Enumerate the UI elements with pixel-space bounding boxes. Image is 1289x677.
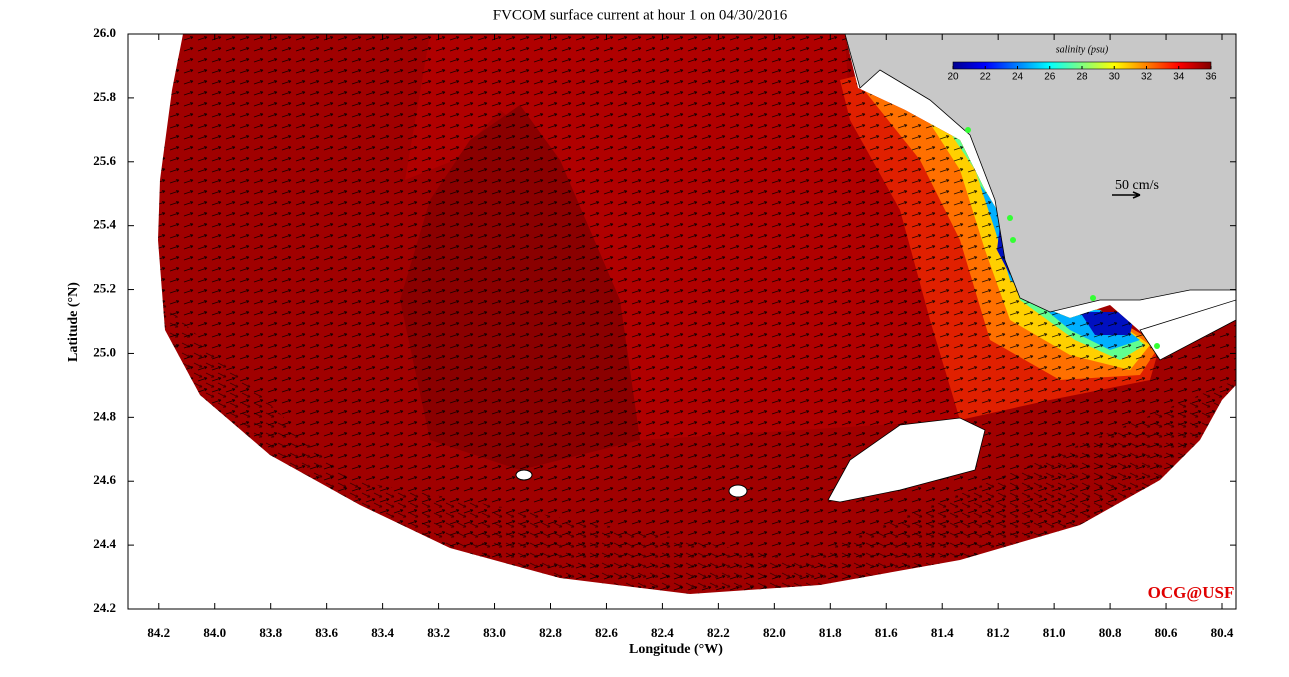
colorbar-tick-label: 20 (947, 72, 959, 83)
x-tick-label: 81.2 (987, 625, 1010, 640)
x-tick-label: 80.4 (1211, 625, 1234, 640)
island (728, 484, 748, 498)
y-tick-label: 24.6 (93, 472, 116, 487)
island (515, 469, 533, 481)
land (844, 34, 1236, 313)
plot-frame (127, 33, 1237, 610)
y-tick-label: 25.4 (93, 217, 116, 232)
colorbar-tick-label: 24 (1012, 72, 1024, 83)
colorbar-tick-label: 26 (1044, 72, 1056, 83)
x-tick-label: 83.8 (259, 625, 282, 640)
x-tick-label: 80.6 (1155, 625, 1178, 640)
y-tick-label: 24.8 (93, 408, 116, 423)
x-tick-label: 81.0 (1043, 625, 1066, 640)
colorbar-tick-label: 32 (1141, 72, 1153, 83)
stations (965, 127, 1160, 349)
colorbar-tick-label: 30 (1109, 72, 1121, 83)
scale-arrow (1112, 191, 1141, 199)
credit: OCG@USF (1148, 583, 1235, 602)
x-tick-label: 83.4 (371, 625, 394, 640)
x-tick-label: 83.2 (427, 625, 450, 640)
y-tick-label: 26.0 (93, 25, 116, 40)
x-tick-label: 82.2 (707, 625, 730, 640)
x-tick-label: 80.8 (1099, 625, 1122, 640)
colorbar-tick-label: 36 (1205, 72, 1217, 83)
x-tick-label: 81.4 (931, 625, 954, 640)
x-tick-label: 84.2 (147, 625, 170, 640)
colorbar-tick-label: 22 (980, 72, 992, 83)
colorbar-label: salinity (psu) (1056, 44, 1109, 55)
x-tick-label: 82.6 (595, 625, 618, 640)
x-axis-label: Longitude (°W) (629, 642, 723, 657)
island (827, 417, 986, 503)
x-tick-label: 81.6 (875, 625, 898, 640)
colorbar-tick-label: 28 (1076, 72, 1088, 83)
y-tick-label: 24.4 (93, 536, 116, 551)
y-tick-label: 24.2 (93, 600, 116, 615)
y-tick-label: 25.6 (93, 153, 116, 168)
y-tick-label: 25.2 (93, 281, 116, 296)
y-tick-label: 25.0 (93, 344, 116, 359)
x-tick-label: 82.0 (763, 625, 786, 640)
colorbar-tick-label: 34 (1173, 72, 1185, 83)
x-tick-label: 84.0 (203, 625, 226, 640)
x-tick-label: 83.6 (315, 625, 338, 640)
land (1139, 299, 1236, 361)
chart-title: FVCOM surface current at hour 1 on 04/30… (493, 7, 788, 23)
x-tick-label: 81.8 (819, 625, 842, 640)
y-axis-label: Latitude (°N) (66, 282, 81, 362)
scale-label: 50 cm/s (1115, 178, 1159, 193)
x-tick-label: 82.8 (539, 625, 562, 640)
x-tick-label: 82.4 (651, 625, 674, 640)
x-tick-label: 83.0 (483, 625, 506, 640)
y-tick-label: 25.8 (93, 89, 116, 104)
